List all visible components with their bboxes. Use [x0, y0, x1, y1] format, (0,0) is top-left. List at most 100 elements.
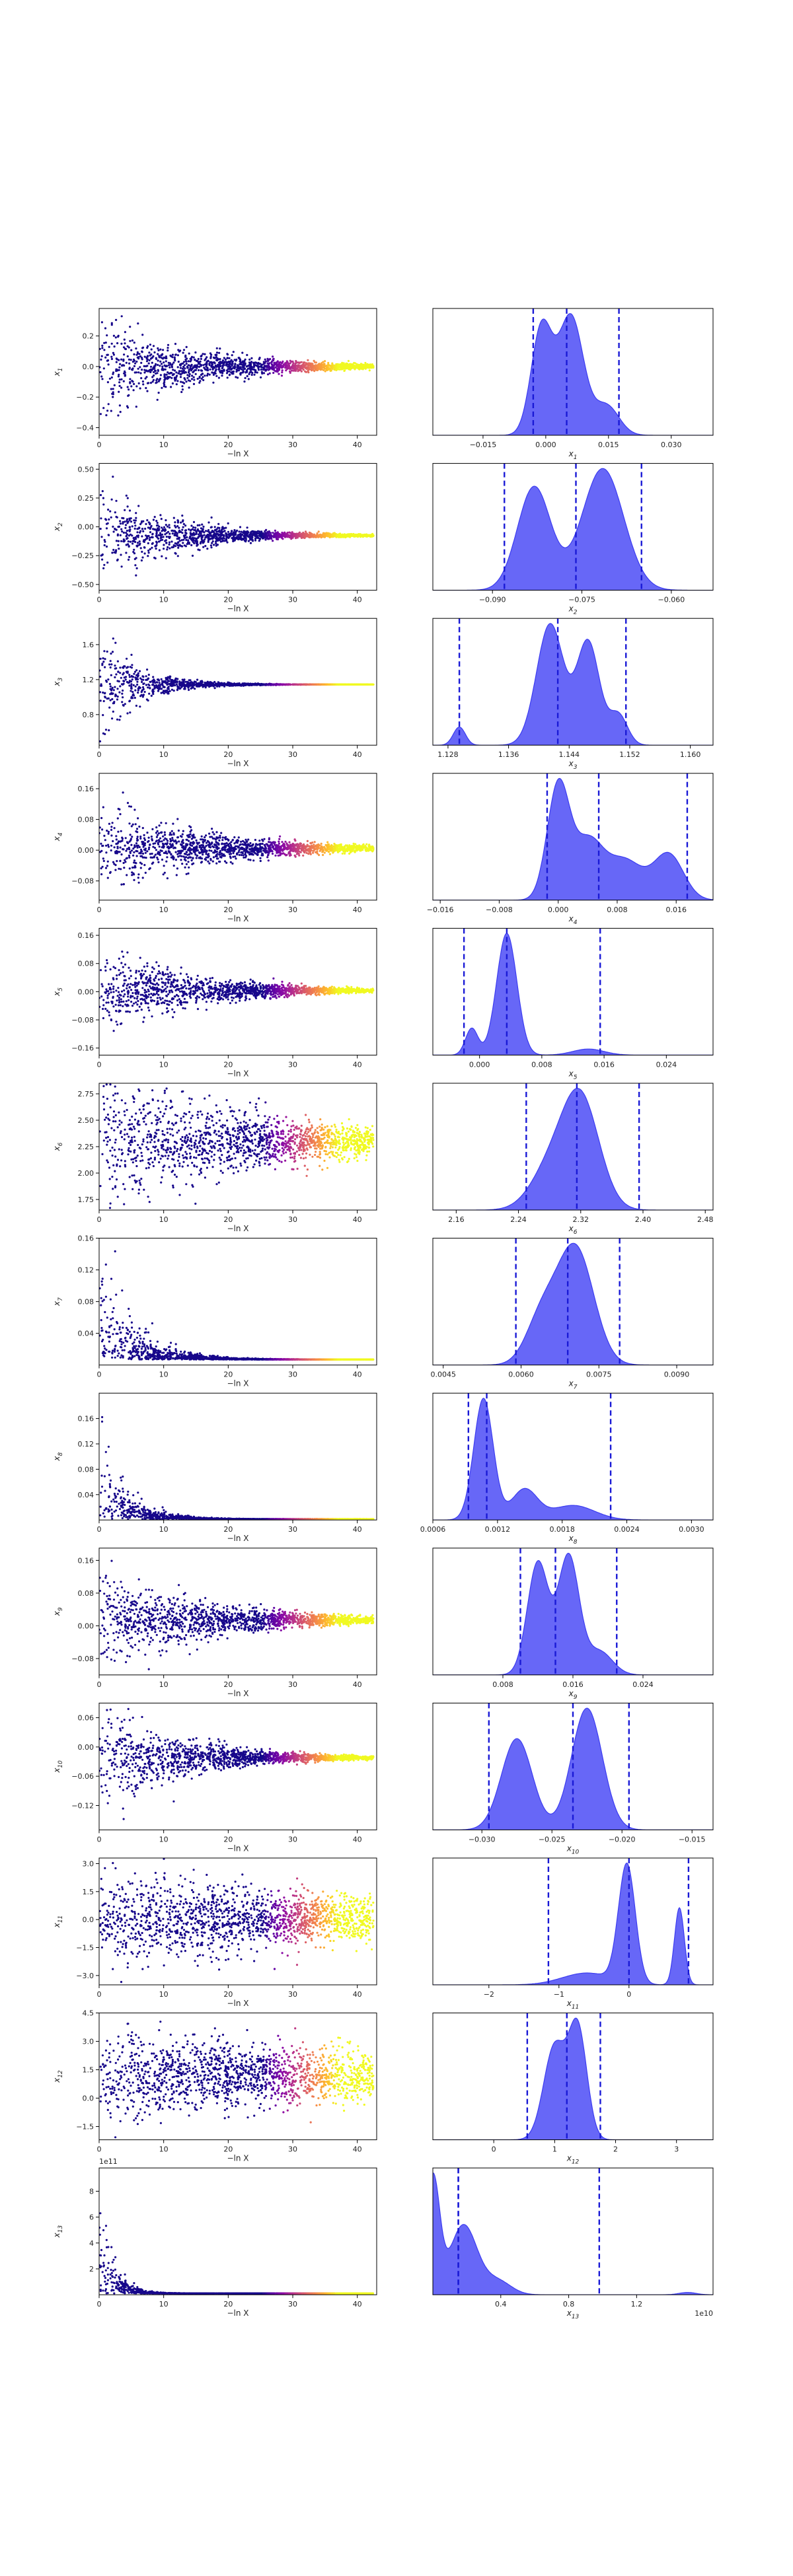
sample-point — [163, 831, 166, 834]
sample-point — [262, 532, 264, 535]
sample-point — [115, 838, 118, 841]
x-tick-label: 20 — [223, 441, 233, 449]
sample-point — [178, 371, 180, 373]
sample-point — [106, 561, 109, 564]
sample-point — [198, 369, 200, 372]
sample-point — [249, 542, 252, 544]
sample-point — [165, 536, 168, 538]
sample-point — [167, 546, 169, 549]
sample-point — [242, 361, 245, 363]
sample-point — [134, 540, 137, 544]
sample-point — [212, 373, 215, 376]
sample-point — [124, 370, 126, 373]
sample-point — [110, 355, 113, 358]
sample-point — [257, 361, 260, 365]
sample-point — [183, 678, 186, 681]
sample-point — [100, 536, 103, 538]
sample-point — [225, 526, 227, 529]
sample-point — [124, 837, 127, 840]
sample-point — [295, 360, 297, 363]
sample-point — [272, 532, 274, 534]
sample-point — [228, 357, 231, 359]
sample-point — [310, 532, 313, 535]
sample-point — [256, 532, 258, 534]
sample-point — [116, 342, 119, 345]
sample-point — [256, 365, 259, 367]
sample-point — [252, 530, 254, 533]
y-tick-label: 0.2 — [83, 332, 94, 341]
sample-point — [151, 376, 154, 378]
sample-point — [132, 537, 135, 540]
sample-point — [153, 351, 156, 354]
sample-point — [200, 530, 203, 533]
sample-point — [191, 528, 194, 530]
sample-point — [286, 367, 289, 371]
sample-point — [167, 347, 169, 349]
sample-point — [347, 359, 350, 363]
sample-point — [169, 376, 171, 378]
posterior-2-frame — [432, 463, 714, 591]
sample-point — [237, 534, 239, 536]
sample-point — [118, 359, 120, 361]
sample-point — [127, 540, 130, 543]
sample-point — [176, 681, 178, 684]
x-tick-label: 1.128 — [437, 750, 459, 759]
sample-point — [281, 365, 283, 367]
sample-point — [205, 530, 208, 532]
sample-point — [109, 660, 112, 662]
sample-point — [322, 363, 324, 366]
sample-point — [278, 364, 281, 367]
sample-point — [192, 520, 196, 524]
sample-point — [338, 363, 340, 366]
sample-point — [129, 540, 132, 543]
sample-point — [148, 684, 151, 687]
sample-point — [223, 357, 225, 359]
x-tick-label: 20 — [223, 596, 233, 604]
sample-point — [103, 692, 106, 695]
sample-point — [325, 683, 328, 686]
sample-point — [240, 368, 243, 371]
sample-point — [107, 403, 110, 406]
sample-point — [155, 372, 157, 375]
sample-point — [114, 511, 116, 514]
sample-point — [135, 371, 137, 374]
sample-point — [175, 376, 178, 378]
sample-point — [159, 534, 162, 537]
x-tick-label: −0.075 — [568, 596, 595, 604]
sample-point — [166, 376, 169, 378]
sample-point — [132, 367, 134, 370]
sample-point — [138, 353, 141, 355]
sample-point — [99, 826, 101, 829]
sample-point — [117, 375, 120, 378]
sample-point — [209, 544, 212, 547]
sample-point — [159, 374, 162, 376]
sample-point — [148, 538, 151, 542]
sample-point — [165, 357, 168, 360]
sample-point — [181, 520, 184, 523]
sample-point — [204, 682, 208, 685]
sample-point — [266, 538, 270, 540]
sample-point — [128, 509, 132, 512]
sample-point — [106, 359, 108, 362]
sample-point — [194, 688, 196, 690]
sample-point — [114, 550, 117, 552]
sample-point — [164, 528, 167, 531]
sample-point — [143, 682, 145, 685]
sample-point — [149, 523, 151, 526]
sample-point — [122, 689, 124, 692]
x-axis-label: x3 — [568, 759, 578, 771]
sample-point — [289, 535, 291, 538]
sample-point — [200, 684, 202, 686]
sample-point — [206, 373, 209, 375]
sample-point — [123, 364, 126, 367]
sample-point — [208, 686, 211, 688]
sample-point — [145, 522, 147, 526]
sample-point — [148, 692, 151, 695]
sample-point — [284, 534, 287, 536]
sample-point — [215, 375, 218, 377]
sample-point — [274, 366, 277, 369]
sample-point — [209, 352, 211, 355]
sample-point — [140, 361, 143, 365]
sample-point — [201, 534, 204, 537]
sample-point — [157, 527, 159, 530]
